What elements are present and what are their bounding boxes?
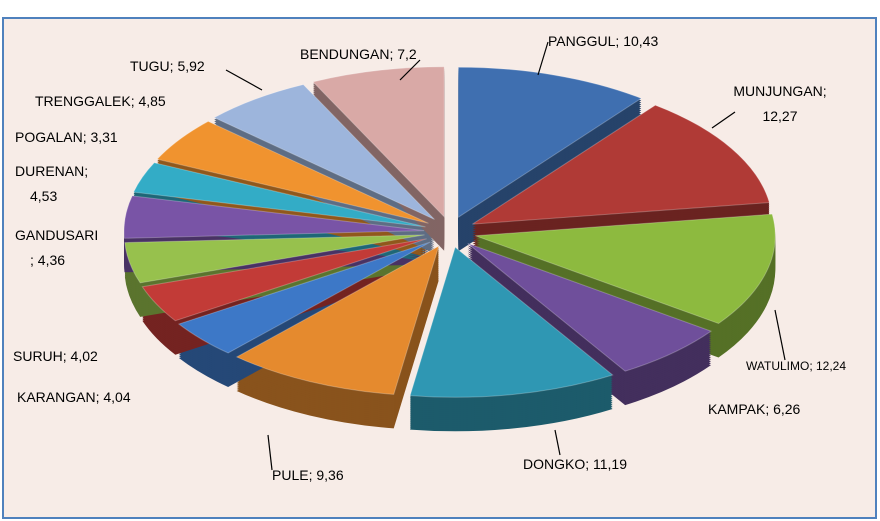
leader-line xyxy=(554,429,561,456)
data-label-line: ; 4,36 xyxy=(30,252,65,268)
data-label: PULE; 9,36 xyxy=(272,467,344,483)
slice xyxy=(457,66,643,219)
slice xyxy=(472,104,770,225)
data-label: WATULIMO; 12,24 xyxy=(746,359,846,373)
data-label-line: KARANGAN; 4,04 xyxy=(17,389,131,405)
data-label: TRENGGALEK; 4,85 xyxy=(35,93,166,109)
data-label: BENDUNGAN; 7,2 xyxy=(300,46,417,62)
leader-line xyxy=(267,434,273,471)
slice xyxy=(475,213,776,325)
leader-line xyxy=(225,69,263,91)
data-label-line: WATULIMO; 12,24 xyxy=(746,359,846,373)
leader-line xyxy=(774,309,786,361)
slice xyxy=(467,242,713,372)
slice xyxy=(409,246,614,398)
leader-line xyxy=(399,59,421,81)
slice xyxy=(177,241,431,354)
data-label: POGALAN; 3,31 xyxy=(15,129,118,145)
data-label-line: DONGKO; 11,19 xyxy=(523,456,627,472)
data-label: SURUH; 4,02 xyxy=(13,348,98,364)
data-label-line: GANDUSARI xyxy=(15,227,98,243)
slice xyxy=(123,195,425,239)
data-label-line: DURENAN; xyxy=(15,163,88,179)
slice xyxy=(141,238,427,322)
data-label-line: 4,53 xyxy=(30,188,57,204)
slice xyxy=(312,66,445,219)
data-label-line: PANGGUL; 10,43 xyxy=(548,33,658,49)
data-label: DONGKO; 11,19 xyxy=(523,456,627,472)
slice xyxy=(235,245,440,395)
slice xyxy=(213,84,435,220)
data-label: MUNJUNGAN; 12,27 xyxy=(733,83,826,124)
data-label-line: POGALAN; 3,31 xyxy=(15,129,118,145)
leader-line xyxy=(537,41,549,76)
data-label-line: PULE; 9,36 xyxy=(272,467,344,483)
slice xyxy=(156,120,429,224)
data-label: KAMPAK; 6,26 xyxy=(708,401,801,417)
data-label-line: TUGU; 5,92 xyxy=(130,58,205,74)
data-label-line: MUNJUNGAN; xyxy=(733,83,826,99)
slice xyxy=(124,234,425,284)
data-label-line: TRENGGALEK; 4,85 xyxy=(35,93,166,109)
leader-line xyxy=(711,111,736,129)
data-label-line: SURUH; 4,02 xyxy=(13,348,98,364)
data-label: KARANGAN; 4,04 xyxy=(17,389,131,405)
slice xyxy=(132,162,426,228)
data-label-line: 12,27 xyxy=(762,108,797,124)
data-label: DURENAN; 4,53 xyxy=(15,163,88,204)
data-label: TUGU; 5,92 xyxy=(130,58,205,74)
data-label-line: BENDUNGAN; 7,2 xyxy=(300,46,417,62)
data-label: PANGGUL; 10,43 xyxy=(548,33,658,49)
data-label: GANDUSARI ; 4,36 xyxy=(15,227,98,268)
data-label-line: KAMPAK; 6,26 xyxy=(708,401,801,417)
